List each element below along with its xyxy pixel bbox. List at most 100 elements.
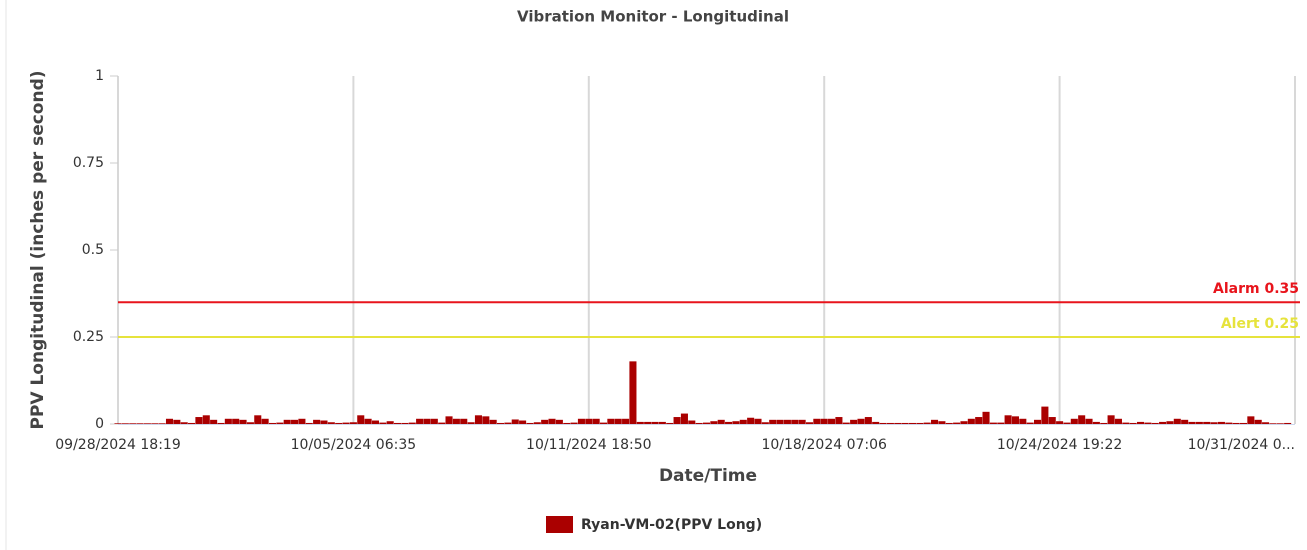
- bar: [717, 419, 725, 424]
- bar: [232, 418, 240, 424]
- bar: [121, 423, 129, 424]
- legend-swatch: [546, 516, 573, 533]
- bar: [276, 422, 284, 424]
- bar: [1041, 406, 1049, 424]
- bar: [835, 417, 843, 424]
- bar: [519, 420, 527, 424]
- x-tick-label: 10/31/2024 0...: [1188, 437, 1295, 453]
- bar: [622, 418, 630, 424]
- bar: [680, 413, 688, 424]
- bar: [423, 418, 431, 424]
- bar: [364, 418, 372, 424]
- bar: [1100, 422, 1108, 424]
- bar: [864, 417, 872, 424]
- bar: [482, 416, 490, 424]
- bar: [938, 421, 946, 424]
- bar: [504, 422, 512, 424]
- bar: [239, 419, 247, 424]
- bar: [945, 422, 953, 424]
- bar: [1239, 422, 1248, 424]
- bar: [931, 419, 939, 424]
- bar: [761, 422, 769, 424]
- bar: [489, 419, 497, 424]
- bar: [857, 418, 865, 424]
- bar: [320, 420, 328, 424]
- bar: [291, 419, 299, 424]
- bar: [165, 418, 174, 424]
- bar: [842, 422, 850, 424]
- bar: [129, 423, 137, 424]
- bar: [923, 422, 931, 424]
- bar: [327, 422, 335, 424]
- bar: [1122, 422, 1130, 424]
- bar: [901, 422, 909, 424]
- x-tick-label: 10/18/2024 07:06: [761, 437, 887, 453]
- x-tick-label: 09/28/2024 18:19: [55, 437, 181, 453]
- bar: [702, 422, 711, 424]
- bar: [1284, 422, 1292, 424]
- bar: [1107, 415, 1115, 424]
- bar: [224, 418, 232, 424]
- bar: [349, 422, 357, 424]
- bar: [1056, 421, 1064, 424]
- bar: [268, 422, 277, 424]
- bar: [879, 422, 887, 424]
- bar: [747, 417, 755, 424]
- bar: [313, 419, 321, 424]
- bar: [776, 419, 784, 424]
- bar: [982, 411, 990, 424]
- y-tick-label: 0.25: [73, 329, 104, 345]
- bar: [798, 419, 806, 424]
- bar: [960, 421, 968, 424]
- bar: [577, 418, 585, 424]
- bar: [1144, 422, 1152, 424]
- bar: [1034, 419, 1042, 424]
- bar: [585, 418, 593, 424]
- bar: [754, 418, 762, 424]
- bar: [688, 420, 696, 424]
- bar: [555, 419, 563, 424]
- bar: [143, 423, 151, 424]
- bar: [592, 418, 600, 424]
- bar: [710, 421, 718, 424]
- reference-label: Alarm 0.35: [1213, 281, 1299, 297]
- chart-title: Vibration Monitor - Longitudinal: [517, 8, 789, 26]
- bar: [445, 416, 453, 424]
- bar: [997, 422, 1005, 424]
- bar: [1210, 422, 1218, 424]
- y-tick-label: 0: [95, 416, 104, 432]
- bar: [474, 415, 482, 424]
- legend-label: Ryan-VM-02(PPV Long): [581, 517, 762, 533]
- bar: [511, 419, 519, 424]
- bar: [548, 418, 556, 424]
- bar: [725, 421, 733, 424]
- bar: [1063, 422, 1071, 424]
- bar: [805, 422, 814, 424]
- bar: [1078, 415, 1086, 424]
- bar: [1136, 421, 1145, 424]
- bar: [636, 421, 644, 424]
- bar: [828, 418, 836, 424]
- bar: [136, 423, 144, 424]
- bar: [872, 421, 880, 424]
- bar: [1254, 419, 1262, 424]
- bar: [1232, 422, 1240, 424]
- bar: [886, 422, 894, 424]
- y-axis-label: PPV Longitudinal (inches per second): [28, 70, 48, 429]
- bar: [195, 417, 203, 424]
- bar: [1166, 421, 1174, 424]
- x-axis-label: Date/Time: [659, 466, 757, 486]
- bar: [210, 419, 218, 424]
- bar: [496, 422, 505, 424]
- bar: [629, 361, 637, 424]
- y-tick-label: 1: [95, 68, 104, 84]
- bar: [460, 418, 468, 424]
- bar: [158, 423, 166, 424]
- bar: [1195, 421, 1203, 424]
- bar: [283, 419, 291, 424]
- bar: [1269, 423, 1277, 424]
- bar: [188, 422, 196, 424]
- bar: [1019, 418, 1027, 424]
